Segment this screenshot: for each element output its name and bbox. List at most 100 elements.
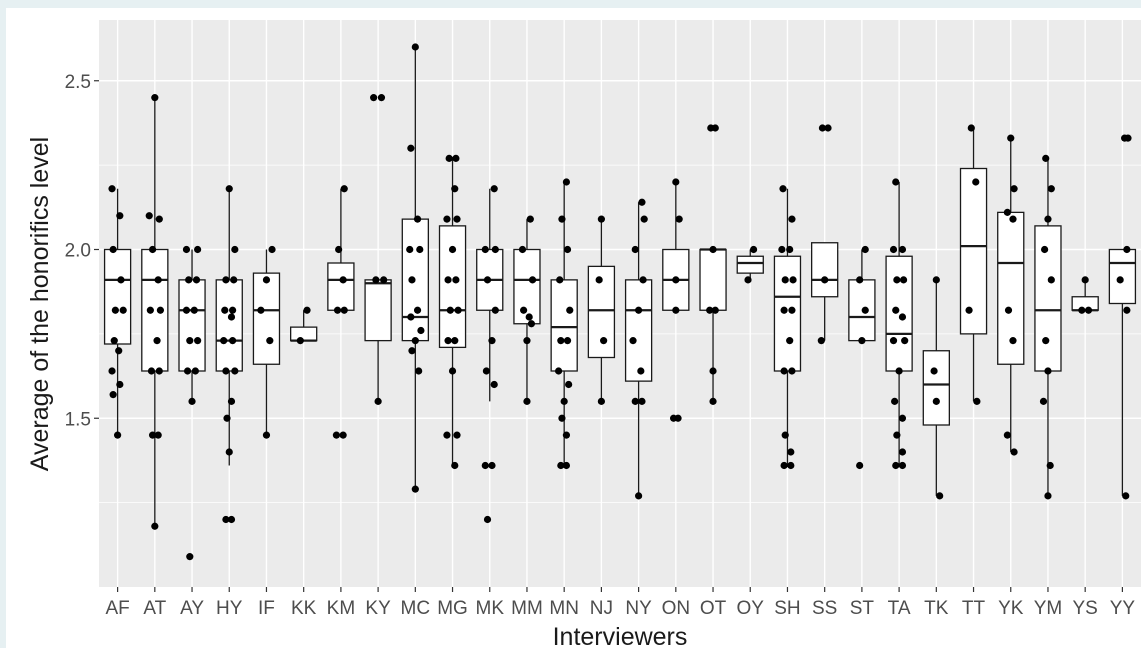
data-point (332, 431, 341, 439)
data-point (223, 414, 231, 422)
data-point (706, 306, 714, 314)
data-point (445, 154, 453, 162)
data-point (972, 178, 980, 186)
x-tick-label: MK (476, 598, 505, 619)
data-point (151, 522, 159, 530)
data-point (780, 367, 788, 375)
data-point (227, 397, 236, 405)
data-point (222, 276, 230, 284)
data-point (444, 337, 452, 345)
data-point (452, 154, 460, 162)
data-point (482, 367, 491, 375)
data-point (898, 245, 907, 254)
data-point (155, 215, 163, 223)
data-point (1044, 215, 1052, 223)
data-point (481, 245, 489, 254)
iqr-box (252, 272, 281, 365)
box-KM (327, 188, 355, 311)
data-point (380, 276, 388, 284)
data-point (744, 276, 752, 284)
x-tick-label: TA (888, 598, 911, 619)
x-tick-label: AF (105, 598, 129, 619)
data-point (1042, 337, 1050, 345)
data-point (451, 337, 459, 345)
data-point (154, 431, 162, 439)
data-point (408, 347, 416, 355)
data-point (488, 337, 496, 345)
data-point (1123, 245, 1131, 254)
data-point (1124, 134, 1132, 142)
data-point (891, 397, 899, 405)
data-point (711, 124, 719, 132)
data-point (1047, 185, 1055, 193)
y-tick-label: 2.0 (65, 241, 91, 262)
data-point (858, 337, 866, 345)
data-point (597, 397, 605, 405)
data-point (194, 245, 202, 254)
box-SH (773, 188, 802, 466)
data-point (190, 306, 198, 314)
data-point (1007, 134, 1015, 142)
data-point (227, 515, 236, 524)
data-point (377, 94, 386, 102)
data-point (225, 448, 233, 456)
data-point (491, 245, 499, 254)
data-point (372, 276, 380, 284)
data-point (973, 397, 981, 405)
data-point (672, 306, 680, 314)
data-point (898, 414, 907, 422)
data-point (411, 337, 419, 345)
data-point (899, 276, 908, 284)
iqr-box (699, 248, 727, 311)
boxplot-chart: 1.5 2.0 2.5 AF AT AY HY IF KK KM KY MC MG MK MM MN NJ NY… (26, 20, 1141, 648)
iqr-box (178, 279, 206, 372)
data-point (563, 245, 572, 254)
box-TK (922, 279, 950, 496)
data-point (788, 215, 796, 223)
data-point (631, 397, 639, 405)
data-point (335, 245, 343, 254)
data-point (1003, 208, 1012, 216)
data-point (554, 367, 563, 375)
box-YY (1108, 248, 1137, 496)
point-layer (108, 43, 1132, 561)
iqr-box (1034, 225, 1062, 372)
y-tick-label: 1.5 (65, 409, 91, 430)
data-point (824, 124, 832, 132)
data-point (1010, 448, 1018, 456)
x-tick-label: NJ (590, 598, 613, 619)
data-point (407, 144, 415, 152)
data-point (557, 337, 565, 345)
data-point (452, 276, 460, 284)
data-point (778, 245, 786, 254)
iqr-box (513, 248, 541, 325)
x-tick-label: TT (962, 598, 986, 619)
data-point (1044, 492, 1052, 500)
iqr-box (364, 279, 392, 342)
data-point (183, 367, 192, 375)
data-point (562, 178, 571, 186)
data-point (222, 515, 230, 524)
data-point (227, 313, 236, 321)
iqr-box (550, 279, 578, 372)
y-axis-title: Average of the honorifics level (26, 137, 54, 471)
data-point (115, 347, 123, 355)
data-point (709, 397, 717, 405)
data-point (406, 245, 414, 254)
data-point (1010, 185, 1018, 193)
data-point (374, 397, 382, 405)
x-axis-title: Interviewers (553, 623, 688, 648)
data-point (444, 276, 452, 284)
data-point (117, 276, 125, 284)
x-tick-label: AT (143, 598, 166, 619)
data-point (230, 276, 238, 284)
x-tick-label: KY (365, 598, 391, 619)
data-point (453, 215, 461, 223)
data-point (965, 306, 973, 314)
data-point (780, 306, 788, 314)
data-point (560, 397, 568, 405)
data-point (895, 367, 903, 375)
data-point (861, 306, 869, 314)
data-point (257, 306, 265, 314)
data-point (446, 306, 454, 314)
